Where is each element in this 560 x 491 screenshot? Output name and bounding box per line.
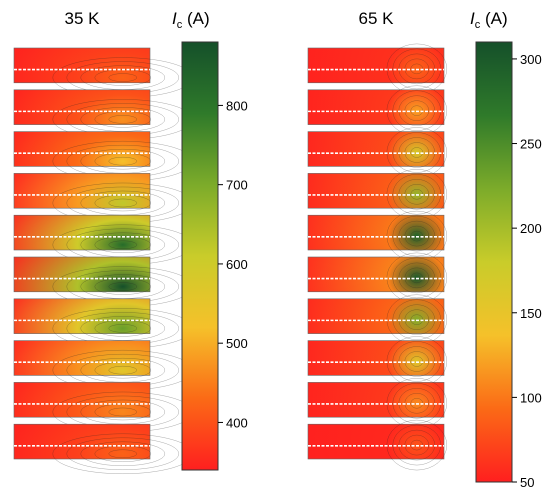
colorbar-gradient-35k [181, 41, 219, 471]
panel-title-35k: 35 K [65, 9, 101, 28]
strip-fill [307, 214, 445, 251]
strip-fill [307, 89, 445, 125]
colorbar-label-35k: Ic (A) [172, 9, 210, 31]
colorbar-tick-label: 500 [226, 336, 248, 351]
colorbar-tick-label: 150 [520, 306, 542, 321]
heatmap-strip [13, 382, 193, 433]
strip-fill [13, 173, 151, 209]
strip-fill [307, 131, 445, 167]
colorbar-tick-label: 700 [226, 178, 248, 193]
colorbar-ticks-35k: 400 500 600 700 800 [218, 98, 248, 430]
colorbar-label-65k: Ic (A) [470, 9, 508, 31]
heatmap-strip [13, 298, 193, 349]
contour-line [66, 437, 179, 470]
strip-fill [13, 214, 151, 251]
colorbar-35k: Ic (A) 400 500 600 700 800 [172, 9, 248, 471]
heatmap-strip [307, 127, 447, 178]
colorbar-tick-label: 100 [520, 390, 542, 405]
heatmap-strip [307, 378, 447, 429]
colorbar-tick-label: 250 [520, 137, 542, 152]
contour-line [108, 366, 137, 375]
heatmap-strip [307, 294, 447, 345]
strip-fill [307, 47, 445, 84]
strip-fill [13, 256, 151, 293]
strip-fill [307, 298, 445, 334]
colorbar-tick-label: 400 [226, 415, 248, 430]
heatmap-strip [307, 336, 447, 387]
colorbar-65k: Ic (A) 50 100 150 200 250 300 [470, 9, 542, 490]
heatmap-strip [307, 43, 447, 95]
strip-fill [307, 256, 445, 293]
strip-fill [307, 423, 445, 460]
panel-35k: 35 K Ic (A) 400 500 600 700 800 [13, 9, 248, 474]
colorbar-ticks-65k: 50 100 150 200 250 300 [512, 52, 542, 490]
contour-line [108, 157, 137, 166]
strip-fill [307, 173, 445, 209]
colorbar-tick-label: 600 [226, 257, 248, 272]
strip-fill [307, 382, 445, 418]
panel-title-65k: 65 K [359, 9, 395, 28]
heatmap-strip [13, 131, 193, 182]
heatmap-strips-35k [13, 47, 193, 474]
contour-line [108, 407, 137, 417]
contour-line [108, 198, 137, 208]
colorbar-tick-label: 200 [520, 221, 542, 236]
contour-line [108, 449, 137, 458]
contour-line [108, 240, 137, 249]
contour-line [108, 282, 137, 291]
contour-line [80, 441, 165, 466]
strip-fill [13, 382, 151, 418]
heatmap-strip [307, 252, 447, 304]
strip-fill [13, 340, 151, 376]
heatmap-strip [307, 85, 447, 136]
heatmap-strips-65k [307, 43, 447, 471]
contour-line [108, 73, 137, 82]
colorbar-gradient-65k [475, 41, 513, 483]
heatmap-strip [13, 423, 193, 474]
panel-65k: 65 K Ic (A) 50 100 150 200 250 300 [307, 9, 542, 490]
heatmap-strip [307, 210, 447, 262]
heatmap-strip [307, 419, 447, 471]
contour-line [108, 324, 137, 333]
colorbar-tick-label: 300 [520, 52, 542, 67]
heatmap-strip [13, 214, 193, 265]
strip-fill [13, 423, 151, 460]
contour-line [108, 115, 137, 124]
colorbar-tick-label: 800 [226, 98, 248, 113]
strip-fill [13, 298, 151, 334]
colorbar-tick-label: 50 [520, 475, 534, 490]
strip-fill [307, 340, 445, 376]
strip-fill [13, 131, 151, 167]
heatmap-strip [307, 169, 447, 220]
strip-fill [13, 89, 151, 125]
strip-fill [13, 47, 151, 84]
